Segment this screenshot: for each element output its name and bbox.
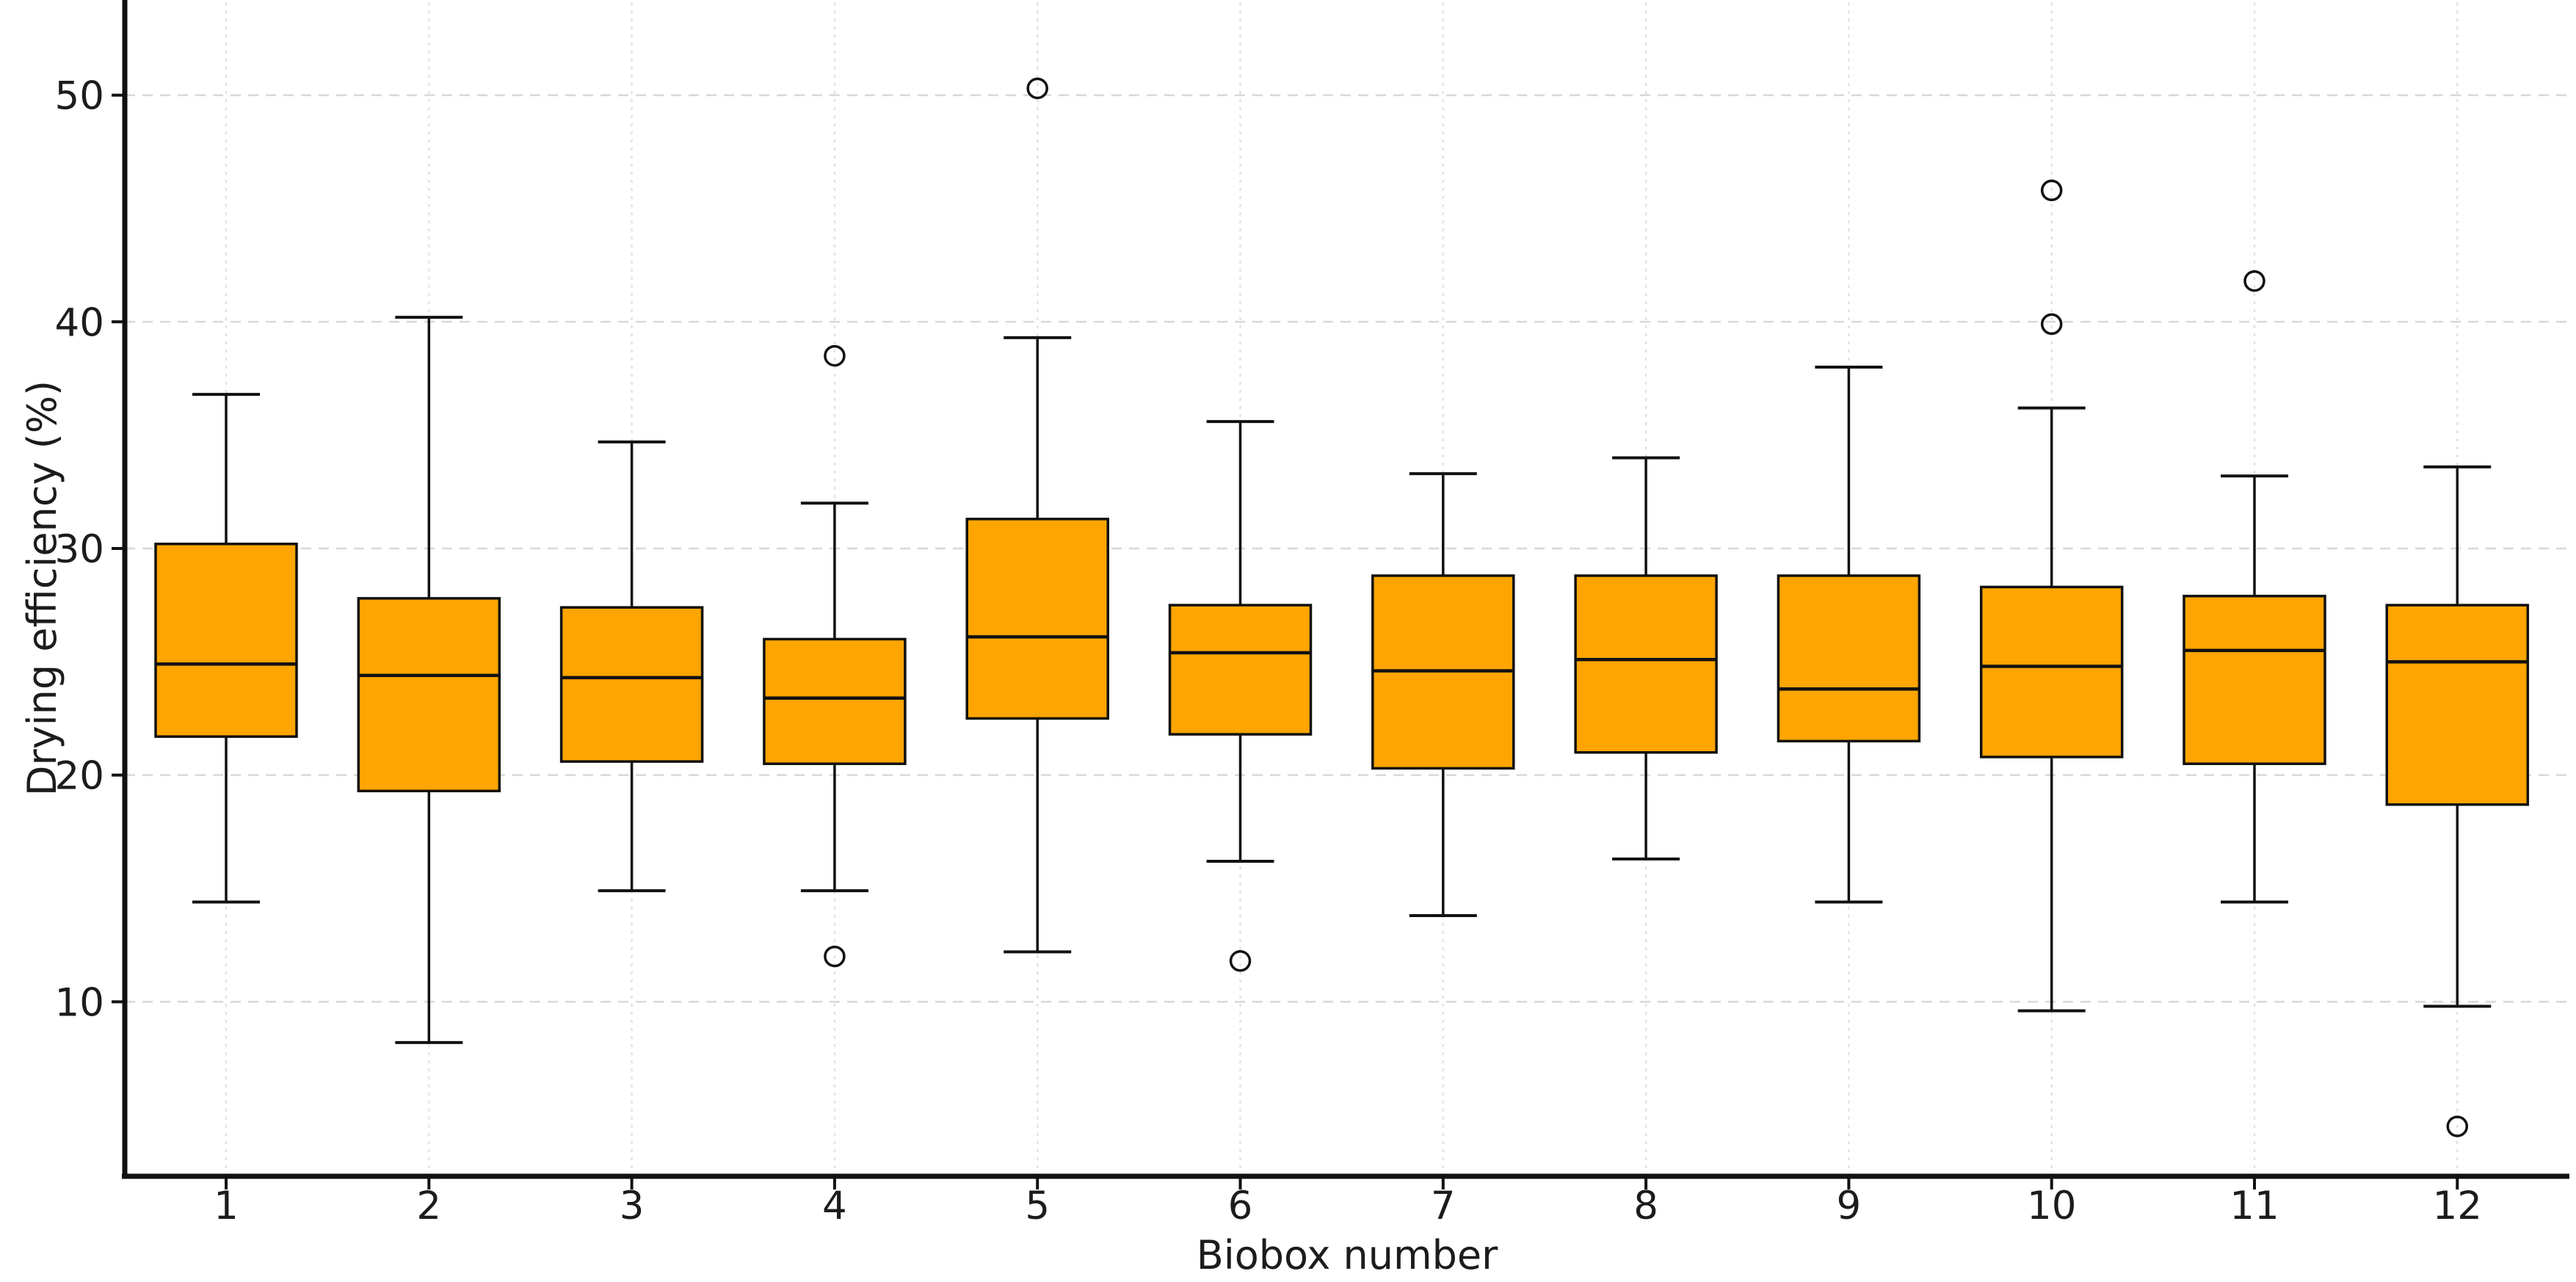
- box-rect: [2385, 604, 2530, 806]
- x-tick-label: 8: [1633, 1184, 1658, 1228]
- box-rect: [559, 606, 704, 763]
- x-tick-label: 11: [2229, 1184, 2279, 1228]
- box-rect: [1979, 585, 2124, 758]
- y-tick-label: 30: [55, 527, 104, 572]
- x-axis-title: Biobox number: [1196, 1232, 1498, 1278]
- x-tick-label: 2: [416, 1184, 441, 1228]
- x-tick-label: 12: [2433, 1184, 2482, 1228]
- y-axis-title: Drying efficiency (%): [19, 380, 65, 797]
- outlier-point: [1026, 77, 1048, 100]
- box-rect: [154, 543, 298, 738]
- outlier-point: [1229, 950, 1252, 972]
- outlier-point: [2243, 270, 2265, 292]
- outlier-point: [824, 344, 846, 367]
- x-tick-label: 4: [822, 1184, 847, 1228]
- box-rect: [1777, 574, 1921, 743]
- box-rect: [357, 597, 501, 793]
- x-tick-label: 6: [1228, 1184, 1253, 1228]
- x-tick-label: 7: [1431, 1184, 1456, 1228]
- y-tick-label: 10: [55, 980, 104, 1025]
- y-tick-label: 50: [55, 74, 104, 119]
- x-tick-label: 3: [620, 1184, 645, 1228]
- x-tick-label: 9: [1837, 1184, 1862, 1228]
- outlier-point: [2040, 179, 2063, 202]
- y-tick-label: 40: [55, 300, 104, 345]
- box-rect: [1168, 604, 1313, 736]
- box-rect: [763, 637, 907, 765]
- y-tick-label: 20: [55, 754, 104, 799]
- x-tick-label: 1: [214, 1184, 239, 1228]
- x-tick-label: 10: [2027, 1184, 2076, 1228]
- box-rect: [1574, 574, 1718, 754]
- outlier-point: [824, 945, 846, 968]
- box-rect: [965, 518, 1109, 720]
- x-tick-label: 5: [1025, 1184, 1050, 1228]
- outlier-point: [2040, 313, 2063, 336]
- box-rect: [2183, 595, 2326, 765]
- outlier-point: [2446, 1115, 2469, 1137]
